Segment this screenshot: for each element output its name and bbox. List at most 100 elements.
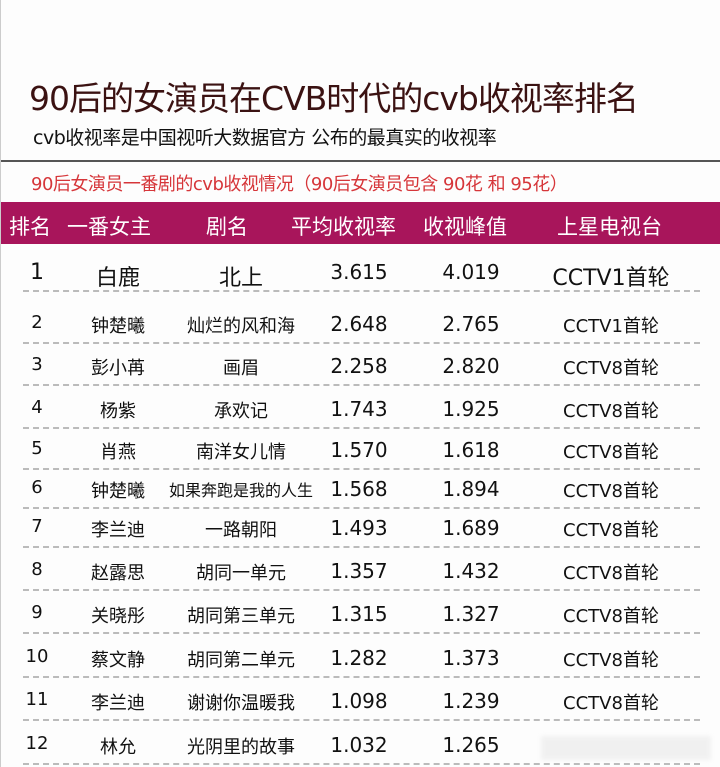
table-row: 6 钟楚曦 如果奔跑是我的人生 1.568 1.894 CCTV8首轮 [1, 467, 720, 509]
cell-rank: 8 [31, 559, 43, 580]
header-avg-rating: 平均收视率 [291, 215, 396, 239]
cell-avg-rating: 1.098 [330, 689, 388, 713]
cell-channel: CCTV8首轮 [563, 481, 659, 502]
cell-avg-rating: 1.743 [330, 397, 388, 421]
cell-channel: CCTV1首轮 [563, 316, 659, 337]
cell-rank: 11 [25, 689, 49, 710]
cell-drama: 北上 [218, 266, 264, 291]
cell-peak-rating: 1.265 [442, 733, 500, 757]
row-separator [23, 546, 700, 548]
cell-peak-rating: 1.327 [442, 602, 500, 626]
divider [1, 160, 720, 162]
cell-rank: 9 [31, 602, 43, 623]
row-separator [23, 507, 700, 509]
cell-actress: 李兰迪 [91, 520, 145, 541]
cell-actress: 关晓彤 [91, 606, 145, 627]
cell-peak-rating: 1.689 [442, 516, 500, 540]
table-row: 10 蔡文静 胡同第二单元 1.282 1.373 CCTV8首轮 [1, 636, 720, 678]
page-title: 90后的女演员在CVB时代的cvb收视率排名 [29, 79, 639, 118]
table-row: 11 李兰迪 谢谢你温暖我 1.098 1.239 CCTV8首轮 [1, 679, 720, 721]
cell-actress: 白鹿 [95, 266, 141, 291]
cell-avg-rating: 2.258 [330, 354, 388, 378]
row-separator [23, 632, 700, 634]
cell-channel: CCTV8首轮 [563, 442, 659, 463]
cell-avg-rating: 3.615 [330, 260, 388, 284]
table-row: 4 杨紫 承欢记 1.743 1.925 CCTV8首轮 [1, 387, 720, 429]
row-separator [23, 384, 700, 386]
subtitle: cvb收视率是中国视听大数据官方 公布的最真实的收视率 [33, 127, 497, 149]
table-row: 7 李兰迪 一路朝阳 1.493 1.689 CCTV8首轮 [1, 506, 720, 548]
cell-actress: 杨紫 [100, 401, 136, 422]
watermark [541, 736, 711, 760]
cell-channel: CCTV8首轮 [563, 401, 659, 422]
row-separator [23, 290, 700, 292]
row-separator [23, 589, 700, 591]
cell-peak-rating: 1.618 [442, 438, 500, 462]
cell-drama: 谢谢你温暖我 [187, 693, 295, 714]
cell-actress: 肖燕 [100, 442, 136, 463]
cell-actress: 钟楚曦 [91, 316, 145, 337]
cell-rank: 10 [25, 646, 49, 667]
cell-actress: 李兰迪 [91, 693, 145, 714]
cell-channel: CCTV8首轮 [563, 563, 659, 584]
header-actress: 一番女主 [67, 215, 151, 239]
table-row: 3 彭小苒 画眉 2.258 2.820 CCTV8首轮 [1, 344, 720, 386]
table-row: 12 林允 光阴里的故事 1.032 1.265 [1, 723, 720, 765]
cell-rank: 7 [31, 516, 43, 537]
section-title: 90后女演员一番剧的cvb收视情况（90后女演员包含 90花 和 95花） [31, 174, 568, 195]
table-row: 9 关晓彤 胡同第三单元 1.315 1.327 CCTV8首轮 [1, 592, 720, 634]
cell-actress: 蔡文静 [91, 650, 145, 671]
cell-peak-rating: 1.432 [442, 559, 500, 583]
header-channel: 上星电视台 [557, 215, 662, 239]
cell-avg-rating: 1.282 [330, 646, 388, 670]
cell-channel: CCTV8首轮 [563, 358, 659, 379]
row-separator [23, 427, 700, 429]
cell-actress: 赵露思 [91, 563, 145, 584]
row-separator [23, 342, 700, 344]
cell-avg-rating: 1.315 [330, 602, 388, 626]
cell-peak-rating: 4.019 [442, 260, 500, 284]
cell-rank: 3 [31, 354, 43, 375]
cell-drama: 如果奔跑是我的人生 [168, 481, 314, 500]
cell-drama: 胡同第二单元 [187, 650, 295, 671]
table-row: 8 赵露思 胡同一单元 1.357 1.432 CCTV8首轮 [1, 549, 720, 591]
cell-avg-rating: 1.570 [330, 438, 388, 462]
cell-peak-rating: 2.765 [442, 312, 500, 336]
cell-drama: 承欢记 [214, 401, 268, 422]
cell-avg-rating: 1.032 [330, 733, 388, 757]
cell-drama: 画眉 [223, 358, 259, 379]
row-separator [23, 468, 700, 470]
cell-avg-rating: 1.493 [330, 516, 388, 540]
cell-channel: CCTV8首轮 [563, 606, 659, 627]
table-row: 5 肖燕 南洋女儿情 1.570 1.618 CCTV8首轮 [1, 428, 720, 470]
cell-peak-rating: 2.820 [442, 354, 500, 378]
cell-rank: 12 [25, 733, 49, 754]
table-row: 2 钟楚曦 灿烂的风和海 2.648 2.765 CCTV1首轮 [1, 302, 720, 344]
cell-channel: CCTV8首轮 [563, 693, 659, 714]
cell-peak-rating: 1.239 [442, 689, 500, 713]
cell-channel: CCTV8首轮 [563, 650, 659, 671]
cell-drama: 灿烂的风和海 [187, 316, 295, 337]
cell-channel: CCTV1首轮 [552, 266, 670, 291]
row-separator [23, 719, 700, 721]
cell-actress: 彭小苒 [91, 358, 145, 379]
cell-avg-rating: 2.648 [330, 312, 388, 336]
cell-actress: 钟楚曦 [91, 481, 145, 502]
table-header: 排名 一番女主 剧名 平均收视率 收视峰值 上星电视台 [1, 202, 720, 244]
cell-drama: 胡同一单元 [196, 563, 286, 584]
cell-peak-rating: 1.894 [442, 477, 500, 501]
cell-rank: 5 [31, 438, 43, 459]
cell-actress: 林允 [100, 737, 136, 758]
cell-drama: 一路朝阳 [205, 520, 277, 541]
cell-drama: 光阴里的故事 [187, 737, 295, 758]
header-peak-rating: 收视峰值 [423, 215, 507, 239]
cell-channel: CCTV8首轮 [563, 520, 659, 541]
header-drama: 剧名 [206, 215, 248, 239]
cell-avg-rating: 1.568 [330, 477, 388, 501]
cell-rank: 2 [31, 312, 43, 333]
row-separator [23, 763, 700, 765]
cell-drama: 胡同第三单元 [187, 606, 295, 627]
header-rank: 排名 [9, 215, 51, 239]
cell-peak-rating: 1.925 [442, 397, 500, 421]
cell-drama: 南洋女儿情 [196, 442, 286, 463]
